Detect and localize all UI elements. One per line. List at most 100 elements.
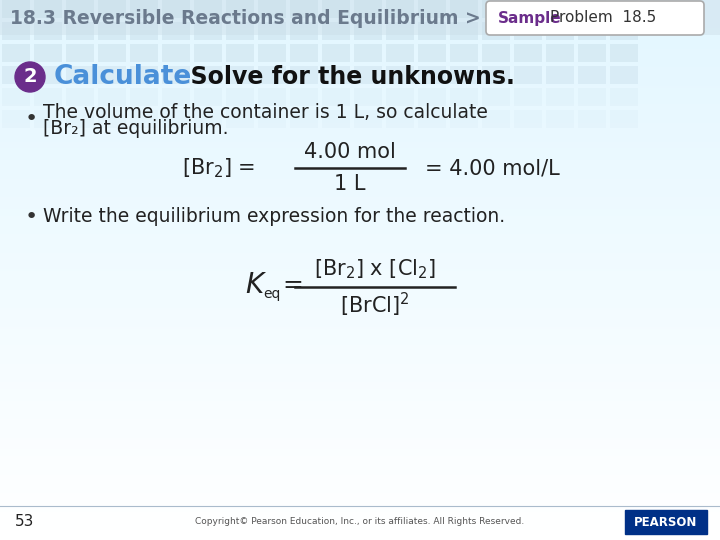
Bar [0, 348, 720, 349]
Bar [0, 63, 720, 64]
Bar [0, 512, 720, 513]
Bar [0, 18, 720, 19]
Bar [0, 396, 720, 397]
Bar [0, 168, 720, 169]
Bar [0, 3, 720, 4]
Bar [290, 0, 318, 18]
Bar [98, 0, 126, 18]
Bar [226, 0, 254, 18]
Bar [130, 0, 158, 18]
Bar [0, 327, 720, 328]
Bar [98, 110, 126, 128]
Bar [450, 66, 478, 84]
Bar [0, 533, 720, 534]
Bar [0, 188, 720, 189]
Bar [0, 125, 720, 126]
Bar [0, 536, 720, 537]
Bar [0, 269, 720, 270]
Bar [66, 44, 94, 62]
Bar [0, 452, 720, 453]
Bar [546, 22, 574, 40]
Bar [0, 350, 720, 351]
Bar [418, 88, 446, 106]
Bar [0, 374, 720, 375]
Bar [98, 22, 126, 40]
Bar [0, 316, 720, 317]
Bar [0, 51, 720, 52]
Bar [0, 431, 720, 432]
Bar [386, 66, 414, 84]
Bar [0, 486, 720, 487]
Bar [0, 15, 720, 16]
Bar [98, 88, 126, 106]
Bar [0, 218, 720, 219]
Bar [514, 22, 542, 40]
Bar [162, 22, 190, 40]
Bar [0, 511, 720, 512]
Bar [2, 44, 30, 62]
Bar [0, 28, 720, 29]
Bar [0, 30, 720, 31]
Bar [0, 241, 720, 242]
Bar [0, 55, 720, 56]
Bar [0, 497, 720, 498]
Text: = 4.00 mol/L: = 4.00 mol/L [425, 158, 559, 178]
Bar [130, 0, 158, 18]
Bar [0, 503, 720, 504]
Bar [0, 463, 720, 464]
Bar [610, 44, 638, 62]
Bar [0, 231, 720, 232]
Bar [0, 42, 720, 43]
Bar [98, 44, 126, 62]
Bar [0, 99, 720, 100]
Bar [0, 516, 720, 517]
Bar [354, 44, 382, 62]
Bar [322, 44, 350, 62]
Bar [0, 272, 720, 273]
Bar [0, 79, 720, 80]
Bar [0, 202, 720, 203]
Bar [0, 88, 720, 89]
Bar [482, 66, 510, 84]
Bar [34, 0, 62, 18]
Bar [0, 25, 720, 26]
Bar [0, 161, 720, 162]
Bar [0, 369, 720, 370]
Bar [34, 44, 62, 62]
Bar [0, 458, 720, 459]
Bar [0, 144, 720, 145]
Bar [0, 267, 720, 268]
Bar [0, 537, 720, 538]
Bar [0, 449, 720, 450]
Bar [0, 242, 720, 243]
Bar [0, 111, 720, 112]
Bar [0, 297, 720, 298]
Bar [0, 414, 720, 415]
Bar [0, 233, 720, 234]
Bar [0, 94, 720, 95]
Bar [418, 0, 446, 18]
Bar [0, 440, 720, 441]
Bar [0, 320, 720, 321]
Bar [162, 22, 190, 40]
Bar [0, 132, 720, 133]
Bar [0, 308, 720, 309]
Bar [258, 22, 286, 40]
Bar [194, 110, 222, 128]
Bar [0, 339, 720, 340]
Bar [130, 88, 158, 106]
Bar [66, 44, 94, 62]
Bar [0, 176, 720, 177]
Bar [0, 393, 720, 394]
Bar [0, 211, 720, 212]
Bar [0, 197, 720, 198]
Bar [0, 156, 720, 157]
Bar [0, 9, 720, 10]
Bar [0, 170, 720, 171]
Bar [0, 107, 720, 108]
Bar [0, 403, 720, 404]
Bar [0, 310, 720, 311]
Bar [290, 44, 318, 62]
Bar [0, 60, 720, 61]
Bar [194, 66, 222, 84]
